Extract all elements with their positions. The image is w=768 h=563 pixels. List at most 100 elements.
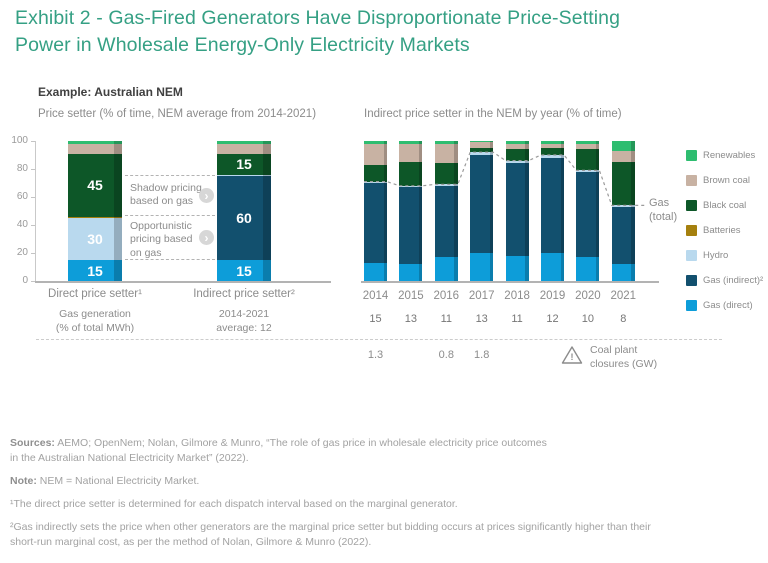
legend-color-chip — [686, 200, 697, 211]
legend-color-chip — [686, 225, 697, 236]
annotation-shadow-pricing: Shadow pricing based on gas — [130, 182, 202, 208]
bar-segment-gas-indirect — [505, 163, 529, 257]
bar-segment-black-coal — [399, 162, 423, 186]
coal-closure-value: 1.3 — [367, 349, 384, 361]
footer-line: ²Gas indirectly sets the price when othe… — [10, 520, 651, 548]
bar-segment-brown-coal — [505, 143, 529, 150]
bar-segment-hydro — [505, 160, 529, 164]
bar-segment-hydro — [434, 184, 458, 187]
bar-segment-gas-indirect — [364, 183, 387, 263]
bar-segment-renewables — [611, 141, 635, 151]
year-label-2021: 2021 — [610, 290, 637, 302]
footer-notes: Sources: AEMO; OpenNem; Nolan, Gilmore &… — [10, 436, 758, 557]
legend-color-chip — [686, 250, 697, 261]
gas-generation-value: 15 — [369, 313, 382, 325]
year-label-2018: 2018 — [504, 290, 530, 302]
legend-item-renewables: Renewables — [686, 150, 755, 161]
y-axis-tickmark — [31, 141, 35, 142]
right-chart-title: Indirect price setter in the NEM by year… — [364, 108, 622, 120]
coal-closure-value: 1.8 — [474, 349, 490, 361]
legend-label: Gas (direct) — [703, 300, 753, 311]
legend-item-black-coal: Black coal — [686, 200, 746, 211]
annotation-dashed-line — [125, 215, 215, 217]
category-indirect-price-setter: Indirect price setter² — [193, 288, 295, 300]
year-label-2019: 2019 — [539, 290, 566, 302]
segment-value-label: 60 — [236, 210, 252, 226]
bar-segment-gas-indirect — [434, 185, 458, 258]
bar-segment-gas-direct — [505, 255, 529, 282]
page-title: Exhibit 2 - Gas-Fired Generators Have Di… — [15, 7, 621, 56]
legend-label: Batteries — [703, 225, 741, 236]
y-axis-tickmark — [31, 197, 35, 198]
legend-label: Gas (indirect)² — [703, 275, 764, 286]
annotation-opportunistic-pricing: Opportunistic pricing based on gas — [130, 220, 193, 259]
y-axis-tick-label: 0 — [22, 275, 28, 286]
gas-total-label: Gas (total) — [649, 197, 678, 224]
gas-generation-value: 13 — [404, 313, 418, 325]
bar-segment-renewables — [505, 141, 529, 144]
segment-value-label: 30 — [87, 231, 103, 247]
y-axis-tick-label: 20 — [16, 247, 28, 258]
bar-segment-renewables — [217, 141, 271, 144]
bar-segment-gas-indirect — [470, 155, 494, 253]
bar-segment-hydro — [576, 170, 600, 173]
gas-generation-value: 10 — [581, 313, 595, 325]
y-axis-tick-label: 60 — [16, 191, 28, 202]
legend-color-chip — [686, 300, 697, 311]
bar-segment-renewables — [399, 141, 423, 144]
footer-line-prefix: Note: — [10, 474, 37, 487]
footer-line: Note: NEM = National Electricity Market. — [10, 474, 200, 487]
bar-segment-batteries — [68, 216, 122, 219]
bar-segment-black-coal — [364, 164, 387, 182]
y-axis-tick-label: 100 — [11, 135, 28, 146]
segment-value-label: 15 — [236, 156, 252, 173]
legend-color-chip — [686, 150, 697, 161]
chevron-right-icon: › — [199, 188, 214, 203]
bar-segment-brown-coal — [434, 143, 458, 164]
bar-segment-renewables — [68, 141, 122, 144]
bar-segment-hydro — [470, 152, 494, 155]
year-label-2017: 2017 — [468, 290, 495, 302]
category-direct-price-setter: Direct price setter¹ — [48, 288, 142, 300]
bar-segment-gas-direct — [364, 262, 387, 282]
y-axis-tickmark — [31, 253, 35, 254]
bar-segment-hydro — [611, 205, 635, 208]
bar-segment-renewables — [364, 141, 387, 144]
bar-segment-black-coal: 45 — [68, 153, 122, 217]
legend-item-brown-coal: Brown coal — [686, 175, 750, 186]
right-chart-x-axis — [361, 281, 659, 283]
bar-segment-hydro — [364, 181, 387, 184]
coal-closure-value: 0.8 — [438, 349, 454, 361]
gas-generation-value: 11 — [440, 313, 452, 325]
bar-segment-gas-direct — [470, 253, 494, 281]
segment-value-label: 15 — [87, 262, 103, 279]
bar-segment-black-coal — [505, 149, 529, 161]
footer-line: ¹The direct price setter is determined f… — [10, 497, 458, 510]
legend-item-batteries: Batteries — [686, 225, 741, 236]
bar-segment-gas-indirect — [611, 206, 635, 265]
bar-segment-black-coal — [576, 149, 600, 171]
bar-segment-gas-direct — [541, 253, 564, 281]
sub-label-gas-generation: Gas generation (% of total MWh) — [55, 308, 135, 334]
year-label-2020: 2020 — [575, 290, 601, 302]
legend-item-gas-indirect: Gas (indirect)² — [686, 275, 763, 286]
footer-line-prefix: Sources: — [10, 437, 55, 449]
legend-color-chip — [686, 175, 697, 186]
segment-value-label: 15 — [236, 262, 252, 279]
dashed-separator — [36, 339, 722, 340]
y-axis-tickmark — [31, 281, 35, 282]
annotation-dashed-line — [125, 174, 215, 176]
y-axis-tickmark — [31, 169, 35, 170]
gas-generation-value: 11 — [511, 313, 523, 325]
bar-segment-gas-indirect — [399, 187, 423, 265]
bar-segment-hydro — [217, 174, 271, 177]
chevron-right-icon: › — [199, 230, 214, 245]
bar-segment-brown-coal — [541, 143, 564, 149]
year-label-2015: 2015 — [398, 290, 424, 302]
bar-segment-gas-indirect — [576, 171, 600, 258]
segment-value-label: 45 — [87, 177, 103, 194]
bar-segment-black-coal — [470, 148, 494, 153]
warning-triangle-icon: ! — [561, 346, 583, 364]
bar-segment-hydro: 30 — [68, 218, 122, 260]
y-axis-tick-label: 40 — [16, 219, 28, 230]
